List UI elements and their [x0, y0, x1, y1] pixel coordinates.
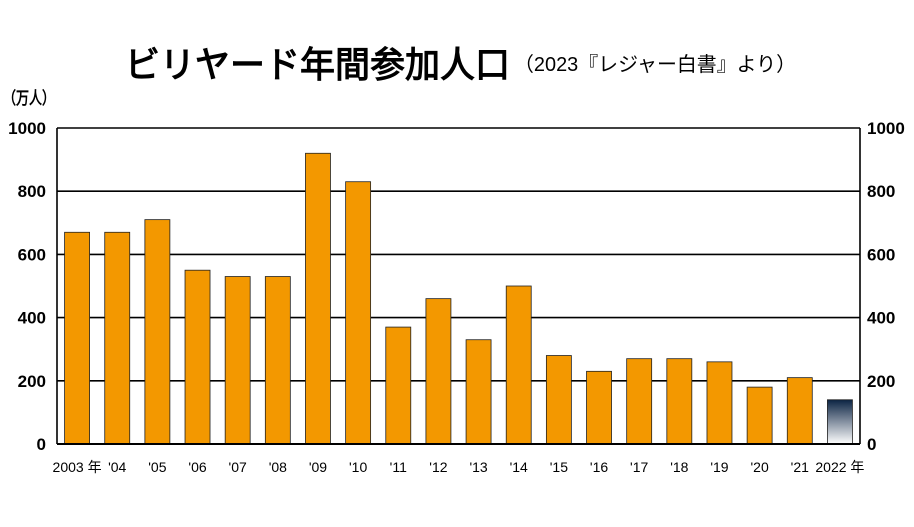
bar-18 — [666, 358, 693, 445]
y-tick-label-right-400: 400 — [867, 309, 895, 328]
gridlines — [57, 127, 860, 382]
y-tick-labels-right: 0 200 400 600 800 1000 — [867, 119, 905, 454]
x-tick-label-11: '11 — [390, 459, 407, 475]
x-tick-label-14: '14 — [510, 459, 528, 475]
x-tick-label-19: '19 — [710, 459, 728, 475]
bar-10 — [345, 181, 372, 445]
x-tick-label-17: '17 — [630, 459, 648, 475]
x-tick-label-16: '16 — [590, 459, 608, 475]
bar-08 — [264, 276, 291, 445]
bar-11 — [385, 326, 412, 445]
x-tick-label-2022: 2022 年 — [815, 459, 864, 475]
y-tick-label-left-600: 600 — [18, 245, 46, 264]
x-tick-label-12: '12 — [429, 459, 447, 475]
bar-06 — [184, 269, 211, 445]
bar-13 — [465, 339, 492, 445]
x-tick-labels: 2003 年 '04 '05 '06 '07 '08 '09 '10 '11 '12 '13 '14 '… — [53, 459, 865, 475]
bar-12 — [425, 298, 452, 445]
axes — [56, 128, 861, 445]
y-tick-label-left-1000: 1000 — [8, 119, 46, 138]
x-tick-label-13: '13 — [469, 459, 487, 475]
bar-15 — [545, 355, 572, 445]
y-axis-unit-label: （万人） — [3, 88, 55, 108]
y-tick-label-right-800: 800 — [867, 182, 895, 201]
bar-17 — [626, 358, 653, 445]
x-tick-label-15: '15 — [550, 459, 568, 475]
bar-04 — [104, 231, 131, 445]
y-tick-label-right-600: 600 — [867, 245, 895, 264]
y-tick-label-right-0: 0 — [867, 435, 876, 454]
bar-09 — [305, 152, 331, 445]
bar-20 — [746, 386, 773, 445]
y-tick-label-left-0: 0 — [37, 435, 46, 454]
y-tick-label-right-1000: 1000 — [867, 119, 905, 138]
x-tick-label-06: '06 — [188, 459, 206, 475]
bar-14 — [505, 285, 532, 445]
y-tick-label-left-800: 800 — [18, 182, 46, 201]
chart-subtitle: （2023『レジャー白書』より） — [514, 53, 796, 76]
x-tick-label-18: '18 — [670, 459, 688, 475]
bar-21 — [786, 377, 813, 445]
y-tick-label-left-400: 400 — [18, 309, 46, 328]
x-tick-label-10: '10 — [349, 459, 367, 475]
bar-2003 — [64, 231, 90, 445]
chart-title: ビリヤード年間参加人口 — [125, 44, 510, 85]
x-tick-label-09: '09 — [309, 459, 327, 475]
bar-07 — [224, 276, 251, 445]
bar-05 — [144, 219, 171, 445]
x-tick-label-04: '04 — [108, 459, 126, 475]
bars — [64, 152, 853, 445]
bar-16 — [586, 370, 612, 445]
bar-19 — [706, 361, 733, 445]
x-tick-label-05: '05 — [148, 459, 166, 475]
x-tick-label-2003: 2003 年 — [53, 459, 102, 475]
y-tick-labels-left: 0 200 400 600 800 1000 — [8, 119, 46, 454]
y-tick-label-left-200: 200 — [18, 372, 46, 391]
x-tick-label-20: '20 — [751, 459, 769, 475]
x-tick-label-07: '07 — [229, 459, 247, 475]
x-tick-label-08: '08 — [269, 459, 287, 475]
y-tick-label-right-200: 200 — [867, 372, 895, 391]
bar-2022 — [827, 399, 853, 445]
x-tick-label-21: '21 — [791, 459, 809, 475]
